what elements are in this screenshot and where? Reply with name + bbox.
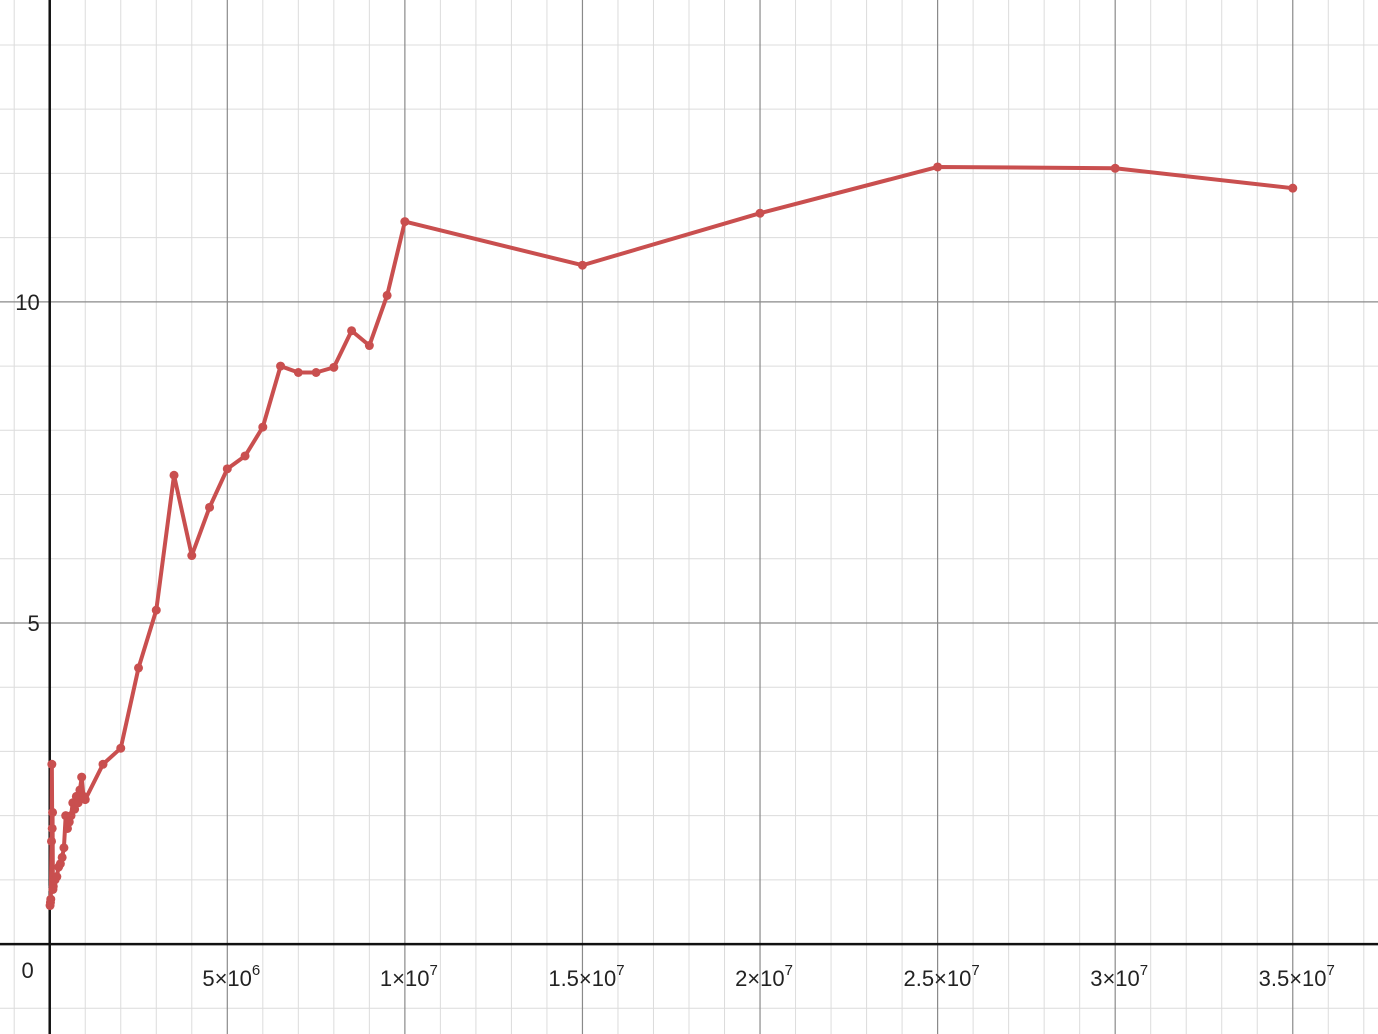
x-tick-mantissa: 1×10 <box>380 966 430 991</box>
data-point <box>276 361 286 371</box>
data-point <box>293 367 303 377</box>
x-tick-exponent: 6 <box>252 962 260 979</box>
data-point <box>755 208 765 218</box>
y-tick-label: 10 <box>15 290 39 315</box>
data-point <box>1110 163 1120 173</box>
tick-labels: 0 5×106 1×107 1.5×107 2×107 2.5×107 3×107 3.5×… <box>15 290 1335 991</box>
x-tick-label: 1×107 <box>380 962 438 991</box>
x-tick-mantissa: 5×10 <box>202 966 252 991</box>
origin-label: 0 <box>21 958 33 983</box>
x-tick-label: 2.5×107 <box>903 962 979 991</box>
data-point <box>382 290 392 300</box>
data-point <box>222 464 232 474</box>
x-tick-exponent: 7 <box>971 962 979 979</box>
data-point <box>46 836 56 846</box>
x-tick-exponent: 7 <box>785 962 793 979</box>
x-tick-label: 5×106 <box>202 962 260 991</box>
data-point <box>151 605 161 615</box>
x-tick-exponent: 7 <box>1140 962 1148 979</box>
data-point <box>577 260 587 270</box>
data-point <box>1288 183 1298 193</box>
x-tick-label: 3×107 <box>1090 962 1148 991</box>
data-point <box>73 798 83 808</box>
data-point <box>187 551 197 561</box>
data-point <box>52 872 62 882</box>
data-point <box>258 422 268 432</box>
x-tick-mantissa: 3.5×10 <box>1259 966 1327 991</box>
data-point <box>933 162 943 172</box>
data-point <box>169 470 179 480</box>
x-tick-mantissa: 2.5×10 <box>903 966 971 991</box>
data-point <box>59 843 69 853</box>
data-point <box>57 852 67 862</box>
x-tick-exponent: 7 <box>429 962 437 979</box>
x-tick-exponent: 7 <box>1327 962 1335 979</box>
data-point <box>46 894 56 904</box>
x-tick-mantissa: 2×10 <box>735 966 785 991</box>
data-point <box>134 663 144 673</box>
data-point <box>98 759 108 769</box>
data-point <box>47 759 57 769</box>
x-tick-exponent: 7 <box>616 962 624 979</box>
x-tick-label: 2×107 <box>735 962 793 991</box>
data-point <box>311 367 321 377</box>
series-layer <box>45 162 1298 911</box>
data-point <box>77 772 87 782</box>
data-point <box>240 451 250 461</box>
data-point <box>48 807 58 817</box>
y-tick-label: 5 <box>27 611 39 636</box>
data-point <box>347 326 357 336</box>
data-point <box>364 341 374 351</box>
x-tick-mantissa: 3×10 <box>1090 966 1140 991</box>
x-tick-label: 1.5×107 <box>548 962 624 991</box>
data-point <box>80 795 90 805</box>
x-tick-label: 3.5×107 <box>1259 962 1335 991</box>
data-point <box>205 502 215 512</box>
data-point <box>116 743 126 753</box>
series-line <box>48 164 1295 908</box>
x-tick-mantissa: 1.5×10 <box>548 966 616 991</box>
data-point <box>400 217 410 227</box>
data-point <box>47 823 57 833</box>
data-point <box>329 362 339 372</box>
